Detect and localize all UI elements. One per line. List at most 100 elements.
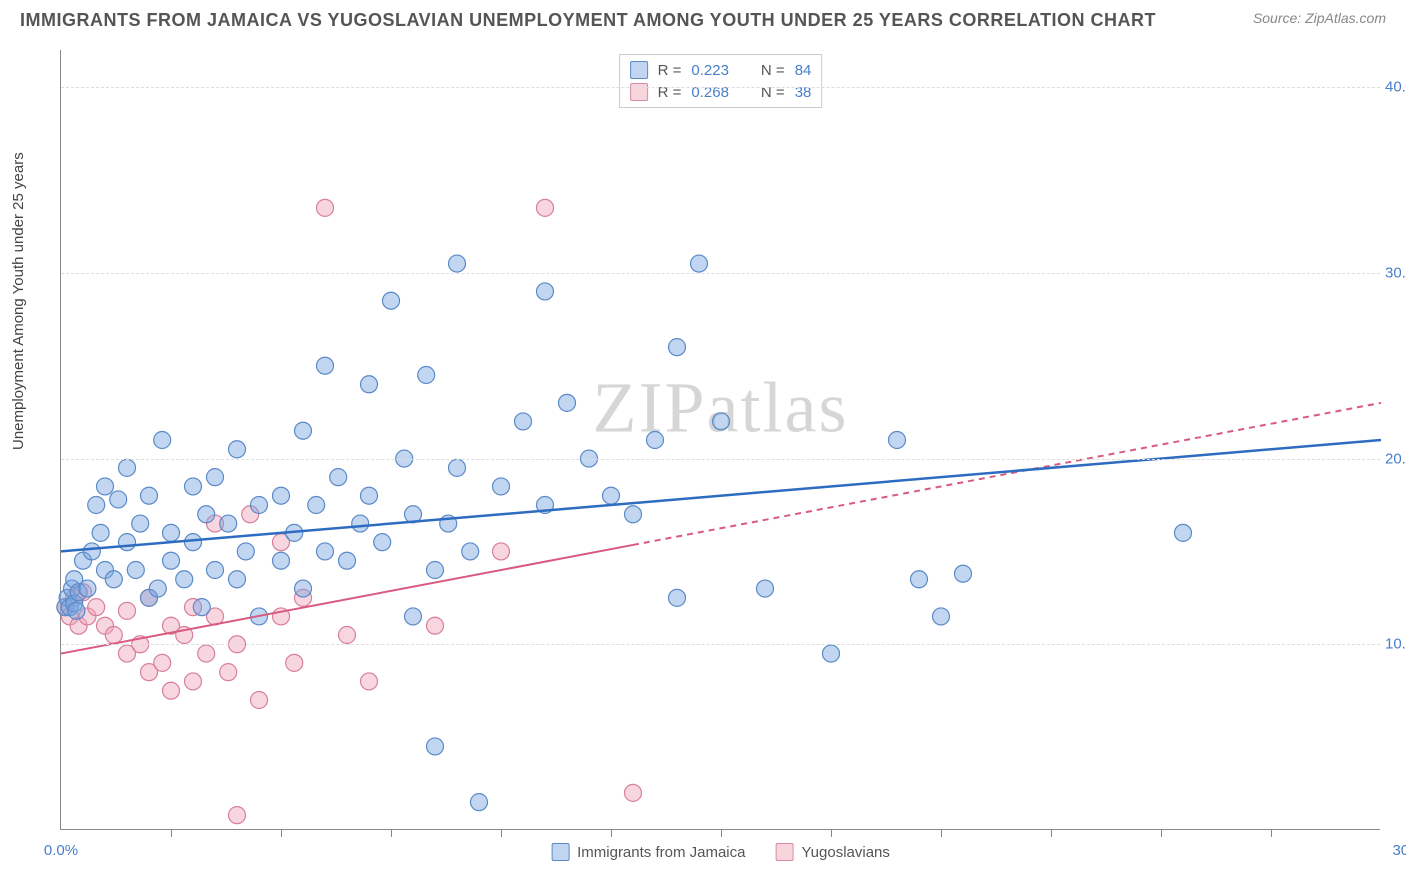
grid-line xyxy=(61,87,1380,88)
r-label-pink: R = xyxy=(658,84,682,101)
scatter-point xyxy=(119,534,136,551)
scatter-point xyxy=(339,627,356,644)
scatter-point xyxy=(462,543,479,560)
scatter-point xyxy=(405,608,422,625)
scatter-point xyxy=(449,255,466,272)
scatter-point xyxy=(88,599,105,616)
scatter-point xyxy=(427,617,444,634)
scatter-point xyxy=(955,565,972,582)
regression-line xyxy=(633,403,1381,545)
scatter-point xyxy=(493,543,510,560)
scatter-point xyxy=(330,469,347,486)
legend-swatch-pink-icon xyxy=(775,843,793,861)
scatter-point xyxy=(105,571,122,588)
swatch-blue-icon xyxy=(630,61,648,79)
scatter-point xyxy=(176,571,193,588)
scatter-point xyxy=(273,487,290,504)
scatter-point xyxy=(361,376,378,393)
scatter-point xyxy=(361,487,378,504)
scatter-point xyxy=(515,413,532,430)
scatter-point xyxy=(198,645,215,662)
x-tick xyxy=(1271,829,1272,837)
r-value-blue: 0.223 xyxy=(691,62,729,79)
r-label-blue: R = xyxy=(658,62,682,79)
scatter-point xyxy=(251,497,268,514)
chart-plot-area: ZIPatlas R = 0.223 N = 84 R = 0.268 N = … xyxy=(60,50,1380,830)
scatter-point xyxy=(163,682,180,699)
scatter-point xyxy=(141,487,158,504)
scatter-point xyxy=(273,552,290,569)
y-tick-label: 40.0% xyxy=(1385,79,1406,96)
scatter-point xyxy=(185,478,202,495)
scatter-point xyxy=(625,506,642,523)
scatter-point xyxy=(193,599,210,616)
y-tick-label: 10.0% xyxy=(1385,636,1406,653)
scatter-point xyxy=(251,692,268,709)
scatter-point xyxy=(163,524,180,541)
scatter-point xyxy=(198,506,215,523)
swatch-pink-icon xyxy=(630,83,648,101)
x-tick xyxy=(831,829,832,837)
scatter-point xyxy=(691,255,708,272)
scatter-point xyxy=(119,459,136,476)
scatter-point xyxy=(185,673,202,690)
scatter-point xyxy=(308,497,325,514)
scatter-point xyxy=(339,552,356,569)
scatter-point xyxy=(317,543,334,560)
scatter-point xyxy=(317,199,334,216)
x-tick xyxy=(1051,829,1052,837)
scatter-point xyxy=(220,515,237,532)
scatter-point xyxy=(493,478,510,495)
scatter-point xyxy=(757,580,774,597)
scatter-point xyxy=(229,441,246,458)
x-tick xyxy=(721,829,722,837)
scatter-point xyxy=(286,654,303,671)
scatter-point xyxy=(92,524,109,541)
scatter-point xyxy=(79,580,96,597)
grid-line xyxy=(61,644,1380,645)
x-tick xyxy=(281,829,282,837)
y-axis-label: Unemployment Among Youth under 25 years xyxy=(10,152,27,450)
scatter-point xyxy=(220,664,237,681)
scatter-point xyxy=(229,571,246,588)
scatter-point xyxy=(1175,524,1192,541)
legend-label-blue: Immigrants from Jamaica xyxy=(577,844,745,861)
x-tick xyxy=(941,829,942,837)
scatter-point xyxy=(889,432,906,449)
scatter-point xyxy=(374,534,391,551)
n-label-pink: N = xyxy=(761,84,785,101)
scatter-point xyxy=(625,784,642,801)
x-tick-label: 0.0% xyxy=(44,842,78,859)
scatter-point xyxy=(207,469,224,486)
scatter-point xyxy=(427,562,444,579)
scatter-point xyxy=(207,562,224,579)
x-tick xyxy=(501,829,502,837)
scatter-point xyxy=(163,552,180,569)
scatter-point xyxy=(295,580,312,597)
scatter-point xyxy=(229,807,246,824)
scatter-point xyxy=(361,673,378,690)
y-tick-label: 30.0% xyxy=(1385,264,1406,281)
scatter-point xyxy=(127,562,144,579)
scatter-point xyxy=(68,602,85,619)
scatter-point xyxy=(911,571,928,588)
x-tick xyxy=(391,829,392,837)
x-tick-label: 30.0% xyxy=(1392,842,1406,859)
scatter-point xyxy=(713,413,730,430)
legend-label-pink: Yugoslavians xyxy=(801,844,889,861)
scatter-point xyxy=(154,432,171,449)
scatter-point xyxy=(132,515,149,532)
scatter-point xyxy=(603,487,620,504)
scatter-point xyxy=(823,645,840,662)
scatter-point xyxy=(317,357,334,374)
scatter-plot-svg xyxy=(61,50,1380,829)
scatter-point xyxy=(427,738,444,755)
x-tick xyxy=(611,829,612,837)
scatter-point xyxy=(669,589,686,606)
n-label-blue: N = xyxy=(761,62,785,79)
scatter-point xyxy=(933,608,950,625)
series-legend: Immigrants from Jamaica Yugoslavians xyxy=(551,843,890,861)
n-value-pink: 38 xyxy=(795,84,812,101)
grid-line xyxy=(61,459,1380,460)
scatter-point xyxy=(295,422,312,439)
